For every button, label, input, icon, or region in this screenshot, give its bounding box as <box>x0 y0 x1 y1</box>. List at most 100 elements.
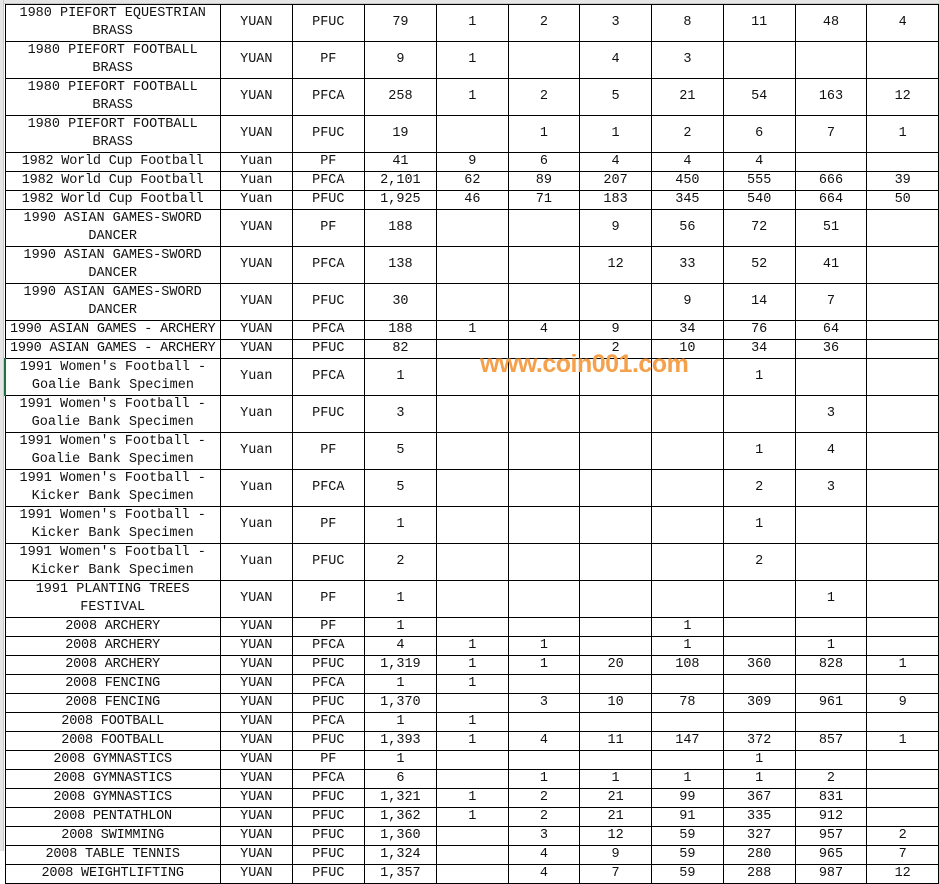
cell-value[interactable] <box>866 674 939 694</box>
cell-value[interactable]: 3 <box>650 41 724 79</box>
cell-name[interactable]: 2008 FOOTBALL <box>4 731 221 751</box>
cell-value[interactable] <box>794 152 868 172</box>
cell-value[interactable] <box>507 617 581 637</box>
cell-total[interactable]: 30 <box>363 283 438 321</box>
cell-value[interactable]: 2 <box>507 4 581 42</box>
cell-value[interactable]: 78 <box>650 693 724 713</box>
cell-value[interactable] <box>507 209 581 247</box>
cell-total[interactable]: 1,357 <box>363 864 438 884</box>
cell-value[interactable]: 4 <box>650 152 724 172</box>
cell-value[interactable] <box>650 674 724 694</box>
cell-total[interactable]: 82 <box>363 339 438 359</box>
cell-value[interactable] <box>866 469 939 507</box>
cell-total[interactable]: 6 <box>363 769 438 789</box>
cell-value[interactable] <box>866 506 939 544</box>
cell-value[interactable]: 48 <box>794 4 868 42</box>
cell-name[interactable]: 1980 PIEFORT FOOTBALL BRASS <box>4 78 221 116</box>
cell-value[interactable]: 1 <box>722 358 796 396</box>
cell-value[interactable]: 2 <box>507 78 581 116</box>
cell-value[interactable] <box>507 358 581 396</box>
cell-name[interactable]: 1991 Women's Football - Goalie Bank Spec… <box>3 358 221 396</box>
cell-value[interactable] <box>579 283 652 321</box>
cell-value[interactable] <box>507 432 581 470</box>
cell-value[interactable] <box>866 750 939 770</box>
cell-total[interactable]: 1,925 <box>363 190 438 210</box>
cell-value[interactable]: 335 <box>722 807 796 827</box>
cell-value[interactable] <box>507 469 581 507</box>
cell-unit[interactable]: YUAN <box>219 41 293 79</box>
cell-unit[interactable]: Yuan <box>219 190 293 210</box>
cell-value[interactable] <box>866 41 939 79</box>
cell-unit[interactable]: Yuan <box>219 358 293 396</box>
cell-type[interactable]: PFUC <box>291 864 365 884</box>
cell-type[interactable]: PFUC <box>291 395 365 433</box>
cell-value[interactable] <box>436 826 509 846</box>
cell-unit[interactable]: YUAN <box>219 712 293 732</box>
cell-value[interactable]: 1 <box>650 636 724 656</box>
cell-value[interactable] <box>579 636 652 656</box>
cell-value[interactable]: 7 <box>579 864 652 884</box>
cell-value[interactable]: 76 <box>722 320 796 340</box>
cell-total[interactable]: 19 <box>363 115 438 153</box>
cell-value[interactable]: 3 <box>579 4 652 42</box>
cell-value[interactable]: 957 <box>794 826 868 846</box>
cell-value[interactable]: 9 <box>866 693 939 713</box>
cell-name[interactable]: 1982 World Cup Football <box>4 190 221 210</box>
cell-unit[interactable]: Yuan <box>219 469 293 507</box>
cell-total[interactable]: 188 <box>363 320 438 340</box>
cell-name[interactable]: 1980 PIEFORT FOOTBALL BRASS <box>4 41 221 79</box>
cell-value[interactable]: 59 <box>650 845 724 865</box>
cell-total[interactable]: 188 <box>363 209 438 247</box>
cell-value[interactable] <box>722 580 796 618</box>
cell-total[interactable]: 1,393 <box>363 731 438 751</box>
cell-name[interactable]: 1990 ASIAN GAMES-SWORD DANCER <box>4 246 221 284</box>
cell-type[interactable]: PFCA <box>291 636 365 656</box>
cell-value[interactable]: 1 <box>866 731 939 751</box>
cell-name[interactable]: 2008 FENCING <box>4 693 221 713</box>
cell-value[interactable]: 2 <box>722 469 796 507</box>
cell-type[interactable]: PF <box>291 750 365 770</box>
cell-value[interactable]: 961 <box>794 693 868 713</box>
cell-value[interactable] <box>866 432 939 470</box>
cell-value[interactable]: 71 <box>507 190 581 210</box>
cell-value[interactable]: 2 <box>866 826 939 846</box>
cell-total[interactable]: 1 <box>363 750 438 770</box>
cell-value[interactable]: 450 <box>650 171 724 191</box>
cell-total[interactable]: 41 <box>363 152 438 172</box>
cell-value[interactable]: 4 <box>722 152 796 172</box>
cell-type[interactable]: PFUC <box>291 693 365 713</box>
cell-value[interactable]: 1 <box>507 115 581 153</box>
cell-value[interactable] <box>436 395 509 433</box>
cell-value[interactable]: 12 <box>579 826 652 846</box>
cell-name[interactable]: 1991 Women's Football - Goalie Bank Spec… <box>4 432 221 470</box>
cell-value[interactable]: 10 <box>650 339 724 359</box>
cell-value[interactable]: 6 <box>507 152 581 172</box>
cell-value[interactable]: 1 <box>436 636 509 656</box>
cell-name[interactable]: 1991 Women's Football - Kicker Bank Spec… <box>4 506 221 544</box>
cell-unit[interactable]: Yuan <box>219 395 293 433</box>
cell-value[interactable]: 147 <box>650 731 724 751</box>
cell-value[interactable] <box>579 750 652 770</box>
cell-name[interactable]: 2008 SWIMMING <box>4 826 221 846</box>
cell-value[interactable] <box>722 712 796 732</box>
cell-value[interactable] <box>866 320 939 340</box>
cell-type[interactable]: PFUC <box>291 4 365 42</box>
cell-value[interactable]: 1 <box>794 580 868 618</box>
cell-value[interactable]: 2 <box>794 769 868 789</box>
cell-value[interactable]: 11 <box>579 731 652 751</box>
cell-value[interactable]: 1 <box>436 712 509 732</box>
cell-unit[interactable]: YUAN <box>219 750 293 770</box>
cell-total[interactable]: 1,324 <box>363 845 438 865</box>
cell-type[interactable]: PFUC <box>291 788 365 808</box>
cell-value[interactable] <box>436 617 509 637</box>
cell-value[interactable]: 1 <box>507 636 581 656</box>
cell-value[interactable]: 3 <box>794 469 868 507</box>
cell-value[interactable]: 59 <box>650 826 724 846</box>
cell-name[interactable]: 2008 ARCHERY <box>4 617 221 637</box>
cell-type[interactable]: PFUC <box>291 731 365 751</box>
cell-value[interactable]: 9 <box>650 283 724 321</box>
cell-value[interactable]: 7 <box>794 115 868 153</box>
cell-total[interactable]: 1,321 <box>363 788 438 808</box>
cell-value[interactable] <box>722 636 796 656</box>
cell-unit[interactable]: YUAN <box>219 674 293 694</box>
